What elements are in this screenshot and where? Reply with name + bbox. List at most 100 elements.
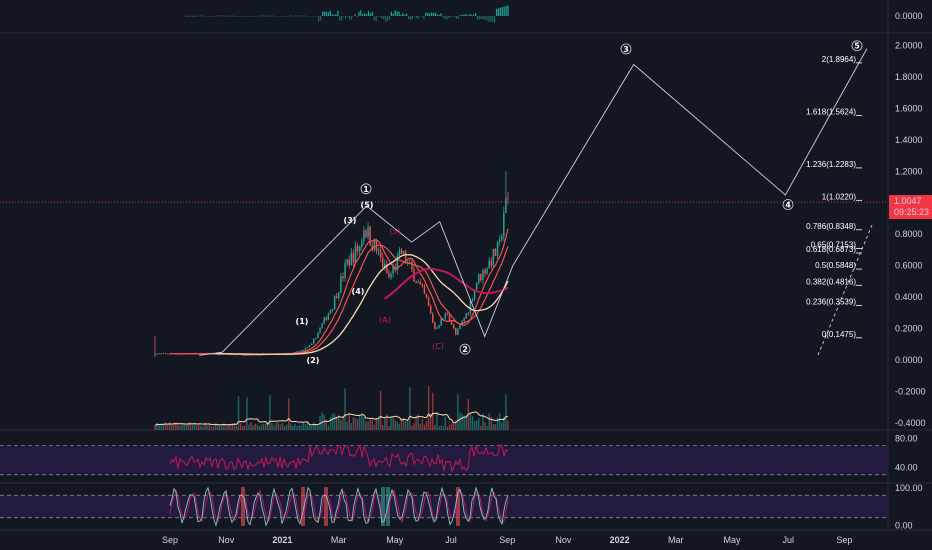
oscillator-histogram-bar bbox=[222, 15, 224, 17]
volume-bar bbox=[427, 386, 430, 430]
oscillator-histogram-bar bbox=[394, 10, 396, 16]
volume-bar bbox=[283, 425, 286, 430]
fibonacci-levels: 2(1.8964) 1.618(1.5624) 1.236(1.2283) 1(1.0… bbox=[806, 55, 862, 339]
time-axis[interactable]: Sep Nov 2021 Mar May Jul Sep Nov 2022 Mar May Jul Se… bbox=[162, 535, 852, 545]
oscillator-histogram-bar bbox=[201, 15, 203, 17]
oscillator-histogram-bar bbox=[411, 16, 414, 20]
volume-bar bbox=[175, 422, 177, 430]
candle-body bbox=[478, 274, 480, 283]
oscillator-histogram-bar bbox=[429, 13, 431, 16]
volume-bar bbox=[342, 416, 344, 430]
oscillator-histogram-bar bbox=[486, 16, 488, 21]
time-axis-tick: 2021 bbox=[272, 535, 292, 545]
stochastic-pane: 100.00 0.00 bbox=[0, 483, 923, 530]
oscillator-histogram-bar bbox=[333, 14, 335, 16]
volume-bar bbox=[365, 421, 367, 430]
volume-bar bbox=[438, 426, 440, 430]
wave-label-major: 2 bbox=[462, 345, 468, 354]
volume-bar bbox=[421, 418, 424, 430]
oscillator-histogram-bar bbox=[304, 15, 307, 17]
candle-body bbox=[467, 313, 470, 314]
candle-body bbox=[473, 289, 476, 301]
candle-body bbox=[306, 346, 309, 348]
candle-body bbox=[315, 338, 317, 339]
wave-circle-marker bbox=[459, 343, 471, 355]
oscillator-histogram-bar bbox=[213, 16, 215, 17]
oscillator-histogram-bar bbox=[480, 16, 482, 19]
fib-level-label: 0.236(0.3539) bbox=[806, 297, 856, 306]
volume-bar bbox=[377, 416, 380, 430]
wave-circle-marker bbox=[620, 43, 632, 55]
oscillator-histogram-bar bbox=[484, 16, 486, 20]
volume-bar bbox=[231, 423, 234, 430]
oscillator-histogram-bar bbox=[266, 15, 268, 17]
volume-bar bbox=[492, 424, 495, 430]
volume-bar bbox=[475, 420, 478, 430]
candle-body bbox=[388, 273, 390, 278]
candle-body bbox=[455, 328, 457, 335]
volume-bar bbox=[281, 422, 284, 430]
oscillator-histogram-bar bbox=[365, 13, 368, 16]
volume-bar bbox=[398, 423, 401, 430]
candle-body bbox=[392, 266, 394, 274]
oscillator-histogram-bar bbox=[186, 15, 188, 17]
oscillator-histogram-bar bbox=[260, 15, 263, 17]
oscillator-histogram-bar bbox=[419, 16, 421, 17]
rsi-pane: 80.00 40.00 bbox=[0, 433, 918, 476]
oscillator-histogram-bar bbox=[293, 15, 295, 17]
volume-bar bbox=[294, 423, 296, 430]
candle-body bbox=[415, 281, 417, 283]
volume-bar bbox=[170, 425, 173, 430]
oscillator-histogram-bar bbox=[274, 16, 276, 17]
volume-bar bbox=[196, 425, 198, 430]
candle-body bbox=[488, 260, 490, 269]
oscillator-histogram-bar bbox=[463, 14, 465, 16]
time-axis-tick: Mar bbox=[668, 535, 684, 545]
oscillator-histogram-bar bbox=[308, 16, 310, 17]
candle-body bbox=[325, 317, 328, 320]
oscillator-histogram-bar bbox=[409, 16, 412, 21]
oscillator-histogram-bar bbox=[299, 15, 301, 17]
candle-body bbox=[490, 260, 493, 266]
price-axis-tick: 1.8000 bbox=[895, 72, 923, 82]
price-axis-tick: 1.4000 bbox=[895, 135, 923, 145]
candle-body bbox=[361, 241, 363, 247]
stoch-k-line bbox=[169, 486, 509, 527]
volume-bar bbox=[229, 424, 231, 430]
bar-countdown: 09:25:23 bbox=[894, 207, 929, 217]
volume-bar bbox=[490, 416, 493, 430]
oscillator-histogram-bar bbox=[226, 15, 228, 17]
volume-bar bbox=[407, 420, 409, 430]
volume-bar bbox=[411, 425, 413, 430]
volume-bar bbox=[371, 419, 373, 430]
price-pane[interactable]: 2(1.8964) 1.618(1.5624) 1.236(1.2283) 1(1.0… bbox=[0, 0, 932, 531]
candle-body bbox=[244, 354, 246, 356]
stoch-signal-highlight bbox=[381, 487, 385, 526]
price-axis[interactable]: 2.00001.80001.60001.40001.20001.00000.80… bbox=[889, 41, 932, 428]
volume-bar bbox=[358, 415, 361, 430]
fib-level-label: 0.786(0.8348) bbox=[806, 222, 856, 231]
oscillator-histogram-bar bbox=[499, 7, 501, 16]
volume-bar bbox=[177, 424, 179, 430]
candle-body bbox=[452, 324, 455, 329]
time-axis-tick: Jul bbox=[782, 535, 794, 545]
stoch-axis-tick: 100.00 bbox=[895, 483, 923, 493]
candle-body bbox=[346, 259, 348, 264]
oscillator-histogram-bar bbox=[323, 11, 326, 16]
oscillator-histogram-bar bbox=[251, 16, 253, 17]
volume-bar bbox=[154, 425, 156, 430]
oscillator-histogram-bar bbox=[214, 16, 217, 17]
wave-label: (4) bbox=[352, 287, 365, 296]
oscillator-histogram-bar bbox=[425, 12, 427, 16]
candle-body bbox=[369, 226, 371, 246]
volume-bar bbox=[375, 418, 378, 430]
candle-body bbox=[296, 351, 298, 353]
volume-bar bbox=[191, 423, 194, 430]
candle-body bbox=[310, 343, 313, 346]
candle-body bbox=[409, 261, 411, 263]
volume-bar bbox=[344, 388, 346, 430]
volume-bar bbox=[459, 412, 461, 430]
volume-bar bbox=[296, 425, 298, 430]
oscillator-histogram-bar bbox=[388, 16, 391, 20]
